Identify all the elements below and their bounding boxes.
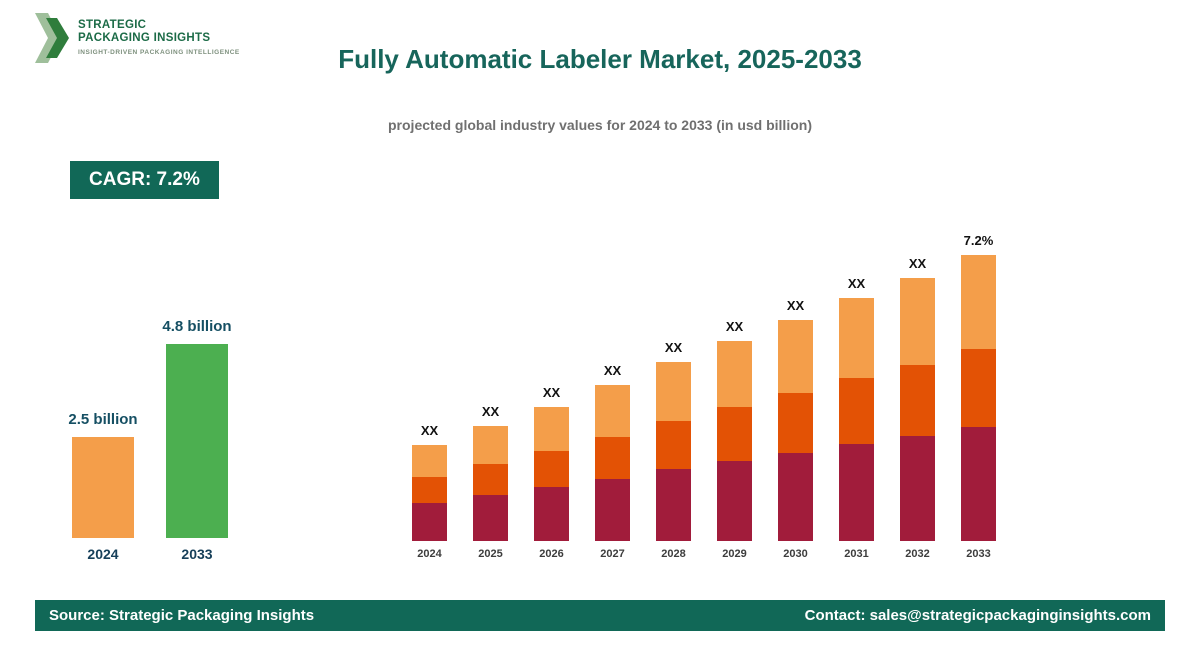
bar-segment-top <box>595 385 630 437</box>
bar-value-label: XX <box>908 256 927 271</box>
stacked-bar <box>839 298 874 541</box>
axis-year-label: 2028 <box>661 548 686 560</box>
stacked-bar <box>473 426 508 541</box>
bar-segment-bottom <box>839 444 874 541</box>
logo-line1: STRATEGIC <box>78 19 147 32</box>
bar-segment-middle <box>961 349 996 427</box>
bar-segment-middle <box>717 407 752 461</box>
axis-year-label: 2026 <box>539 548 564 560</box>
bar-segment-middle <box>656 421 691 469</box>
footer-bar: Source: Strategic Packaging Insights Con… <box>35 600 1165 631</box>
stacked-bar <box>656 362 691 541</box>
stacked-bar-group: 7.2% 2033 <box>961 233 996 560</box>
bar-segment-middle <box>778 393 813 453</box>
growth-bar-group: 2.5 billion 2024 <box>68 411 137 562</box>
bar-value-label: 4.8 billion <box>162 318 232 335</box>
bar-segment-bottom <box>961 427 996 541</box>
bar-segment-bottom <box>717 461 752 541</box>
bar-segment-bottom <box>473 495 508 541</box>
logo: STRATEGIC PACKAGING INSIGHTS INSIGHT-DRI… <box>35 13 240 63</box>
bar-value-label: XX <box>542 385 561 400</box>
logo-chevron-icon <box>35 13 69 63</box>
stacked-bar <box>961 255 996 541</box>
stacked-bar <box>412 445 447 541</box>
bar-segment-top <box>900 278 935 365</box>
bar-segment-bottom <box>656 469 691 541</box>
footer-source: Source: Strategic Packaging Insights <box>49 607 315 624</box>
bar-segment-bottom <box>412 503 447 541</box>
axis-year-label: 2030 <box>783 548 808 560</box>
stacked-bar <box>778 320 813 541</box>
stacked-bar <box>534 407 569 541</box>
bar-segment-middle <box>412 477 447 503</box>
cagr-badge: CAGR: 7.2% <box>70 161 219 199</box>
stacked-bar <box>595 385 630 541</box>
bar-value-label: XX <box>664 340 683 355</box>
axis-year-label: 2024 <box>417 548 442 560</box>
axis-year-label: 2024 <box>87 546 119 562</box>
stacked-bar-group: XX 2030 <box>778 298 813 560</box>
bar-value-label: XX <box>481 404 500 419</box>
stacked-bar-group: XX 2028 <box>656 340 691 560</box>
bar-value-label: 2.5 billion <box>68 411 138 428</box>
chart-subtitle: projected global industry values for 202… <box>388 117 812 133</box>
growth-bar-group: 4.8 billion 2033 <box>162 318 231 562</box>
bar-value-label: XX <box>847 276 866 291</box>
stacked-bar <box>717 341 752 541</box>
bar-segment-bottom <box>778 453 813 541</box>
bar-segment-middle <box>595 437 630 479</box>
axis-year-label: 2029 <box>722 548 747 560</box>
axis-year-label: 2033 <box>181 546 213 562</box>
stacked-bar-group: XX 2026 <box>534 385 569 560</box>
bar-value-label: XX <box>786 298 805 313</box>
bar-segment-top <box>778 320 813 393</box>
bar-segment-top <box>717 341 752 407</box>
stacked-bar-chart: XX 2024 XX 2025 XX 2026 XX 2027 XX 2028 XX 2029 XX 20… <box>412 226 996 560</box>
bar-segment-top <box>961 255 996 349</box>
stacked-bar-group: XX 2032 <box>900 256 935 560</box>
bar-segment-bottom <box>900 436 935 541</box>
axis-year-label: 2025 <box>478 548 503 560</box>
axis-year-label: 2027 <box>600 548 625 560</box>
bar-segment-bottom <box>595 479 630 541</box>
stacked-bar <box>900 278 935 541</box>
bar <box>72 437 134 538</box>
growth-comparison-chart: 2.5 billion 2024 4.8 billion 2033 <box>68 318 231 562</box>
stacked-bar-group: XX 2027 <box>595 363 630 560</box>
bar-segment-top <box>534 407 569 451</box>
logo-line2: PACKAGING INSIGHTS <box>78 32 211 45</box>
bar-segment-middle <box>473 464 508 495</box>
stacked-bar-group: XX 2025 <box>473 404 508 560</box>
bar-value-label: 7.2% <box>963 233 994 248</box>
bar <box>166 344 228 538</box>
stacked-bar-group: XX 2024 <box>412 423 447 560</box>
bar-segment-top <box>473 426 508 464</box>
axis-year-label: 2032 <box>905 548 930 560</box>
axis-year-label: 2033 <box>966 548 991 560</box>
bar-value-label: XX <box>420 423 439 438</box>
bar-value-label: XX <box>725 319 744 334</box>
stacked-bar-group: XX 2029 <box>717 319 752 560</box>
bar-segment-middle <box>534 451 569 487</box>
stacked-bar-group: XX 2031 <box>839 276 874 560</box>
bar-segment-top <box>656 362 691 421</box>
bar-segment-middle <box>900 365 935 436</box>
axis-year-label: 2031 <box>844 548 869 560</box>
bar-segment-middle <box>839 378 874 444</box>
bar-segment-top <box>839 298 874 378</box>
footer-contact: Contact: sales@strategicpackaginginsight… <box>804 607 1151 624</box>
logo-tagline: INSIGHT-DRIVEN PACKAGING INTELLIGENCE <box>78 49 240 57</box>
page-title: Fully Automatic Labeler Market, 2025-203… <box>338 44 862 74</box>
bar-segment-top <box>412 445 447 477</box>
bar-segment-bottom <box>534 487 569 541</box>
bar-value-label: XX <box>603 363 622 378</box>
logo-text: STRATEGIC PACKAGING INSIGHTS INSIGHT-DRI… <box>78 19 240 57</box>
